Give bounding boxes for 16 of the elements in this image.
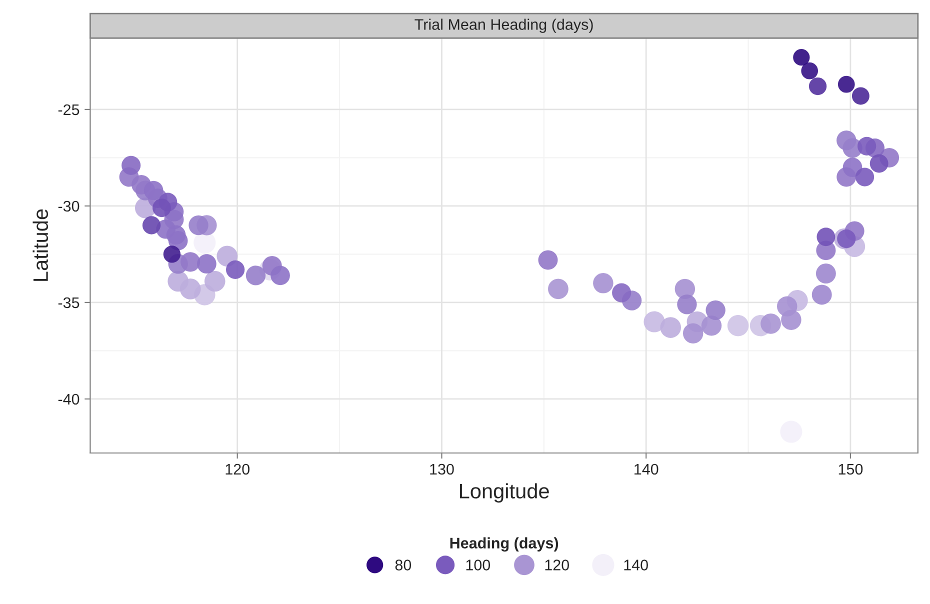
legend-label: 100	[466, 560, 490, 570]
legend-title: Heading (days)	[450, 537, 558, 552]
x-tick-label: 140	[634, 464, 658, 475]
x-tick-label: 120	[226, 464, 250, 475]
x-axis-title: Longitude	[460, 483, 549, 503]
chart-title: Trial Mean Heading (days)	[414, 18, 593, 33]
y-tick-label: -40	[58, 394, 80, 405]
y-tick-label: -25	[58, 104, 80, 116]
y-axis-title: Latitude	[32, 209, 48, 281]
legend-label: 140	[624, 560, 648, 570]
legend-label: 120	[545, 560, 570, 570]
legend-label: 80	[395, 560, 412, 570]
x-tick-label: 130	[430, 464, 454, 475]
y-tick-label: -30	[58, 200, 80, 212]
x-tick-label: 150	[838, 464, 863, 475]
y-tick-label: -35	[58, 297, 80, 308]
